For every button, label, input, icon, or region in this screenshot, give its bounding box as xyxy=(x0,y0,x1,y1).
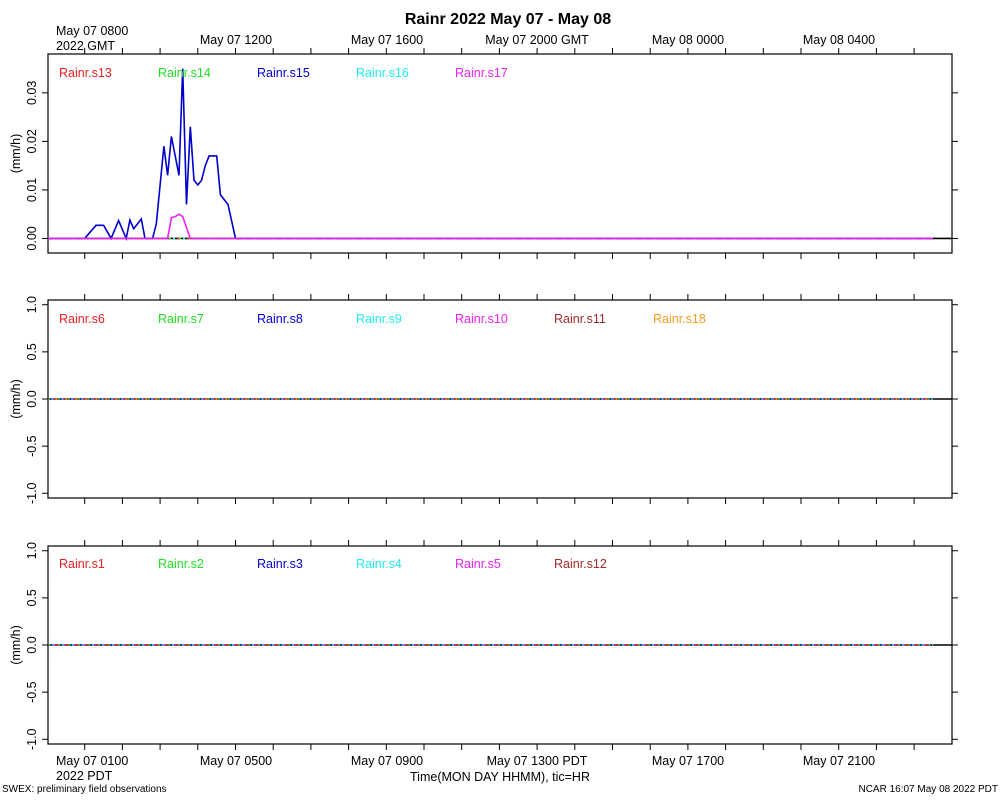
series-line-Rainr-s15 xyxy=(48,68,933,242)
y-tick-label: 0.0 xyxy=(25,390,39,407)
legend-entry: Rainr.s12 xyxy=(554,557,607,571)
y-tick-label: 0.5 xyxy=(25,589,39,606)
y-axis-label: (mm/h) xyxy=(9,379,23,419)
bottom-axis-label: May 07 2100 xyxy=(803,754,875,768)
panel-2: -1.0 -0.5 0.0 0.5 1.0 (mm/h) Rainr.s6 Rainr.s7 R… xyxy=(9,294,958,504)
legend-entry: Rainr.s2 xyxy=(158,557,204,571)
legend-entry: Rainr.s11 xyxy=(554,312,606,326)
top-axis-label: May 08 0400 xyxy=(803,33,875,47)
legend-entry: Rainr.s16 xyxy=(356,66,409,80)
legend-entry: Rainr.s13 xyxy=(59,66,112,80)
top-time-axis: May 07 0800 2022 GMT May 07 1200 May 07 … xyxy=(56,24,875,53)
y-tick-label: 0.01 xyxy=(25,178,39,202)
legend-entry: Rainr.s8 xyxy=(257,312,303,326)
top-axis-label: May 07 1200 xyxy=(200,33,272,47)
y-tick-label: 1.0 xyxy=(25,296,39,313)
panel-3: -1.0 -0.5 0.0 0.5 1.0 (mm/h) Rainr.s1 Rainr.s2 R… xyxy=(9,540,958,750)
plot-frame xyxy=(47,53,953,254)
y-tick-label: 0.03 xyxy=(25,81,39,105)
legend-entry: Rainr.s7 xyxy=(158,312,204,326)
footer-left: SWEX: preliminary field observations xyxy=(2,784,167,795)
y-tick-label: -1.0 xyxy=(25,728,39,750)
y-tick-label: -1.0 xyxy=(25,482,39,504)
top-axis-label: May 07 1600 xyxy=(351,33,423,47)
y-tick-label: 1.0 xyxy=(25,542,39,559)
legend-entry: Rainr.s4 xyxy=(356,557,402,571)
bottom-axis-first-label-line1: May 07 0100 xyxy=(56,754,128,768)
bottom-axis-label: May 07 0900 xyxy=(351,754,423,768)
legend-entry: Rainr.s17 xyxy=(455,66,508,80)
top-axis-first-label-line2: 2022 GMT xyxy=(56,39,115,53)
series-line-Rainr-s17 xyxy=(48,213,933,240)
y-axis-label: (mm/h) xyxy=(9,134,23,174)
legend-entry: Rainr.s3 xyxy=(257,557,303,571)
y-tick-label: 0.5 xyxy=(25,343,39,360)
y-axis-label: (mm/h) xyxy=(9,625,23,665)
bottom-axis-first-label-line2: 2022 PDT xyxy=(56,769,113,783)
y-tick-label: -0.5 xyxy=(25,435,39,457)
legend-entry: Rainr.s1 xyxy=(59,557,105,571)
legend-entry: Rainr.s15 xyxy=(257,66,310,80)
top-axis-label: May 07 2000 GMT xyxy=(485,33,589,47)
y-tick-label: -0.5 xyxy=(25,681,39,703)
panel-1: 0.00 0.01 0.02 0.03 (mm/h) Rainr.s13 Rainr.s14… xyxy=(9,48,958,259)
legend-entry: Rainr.s6 xyxy=(59,312,105,326)
top-axis-first-label-line1: May 07 0800 xyxy=(56,24,128,38)
chart-title: Rainr 2022 May 07 - May 08 xyxy=(405,11,611,28)
bottom-time-axis: May 07 0100 2022 PDT May 07 0500 May 07 … xyxy=(56,754,875,784)
legend-entry: Rainr.s18 xyxy=(653,312,706,326)
footer-right: NCAR 16:07 May 08 2022 PDT xyxy=(858,784,998,795)
bottom-axis-label: May 07 1300 PDT xyxy=(487,754,588,768)
bottom-axis-label: May 07 1700 xyxy=(652,754,724,768)
legend-entry: Rainr.s9 xyxy=(356,312,402,326)
bottom-axis-label: May 07 0500 xyxy=(200,754,272,768)
y-tick-label: 0.00 xyxy=(25,226,39,250)
legend-entry: Rainr.s5 xyxy=(455,557,501,571)
legend-entry: Rainr.s10 xyxy=(455,312,508,326)
top-axis-label: May 08 0000 xyxy=(652,33,724,47)
plot-panels: 0.00 0.01 0.02 0.03 (mm/h) Rainr.s13 Rainr.s14… xyxy=(9,48,958,750)
y-tick-label: 0.0 xyxy=(25,636,39,653)
y-tick-label: 0.02 xyxy=(25,129,39,153)
legend-entry: Rainr.s14 xyxy=(158,66,211,80)
x-axis-label: Time(MON DAY HHMM), tic=HR xyxy=(410,770,590,784)
series-group xyxy=(48,68,933,242)
